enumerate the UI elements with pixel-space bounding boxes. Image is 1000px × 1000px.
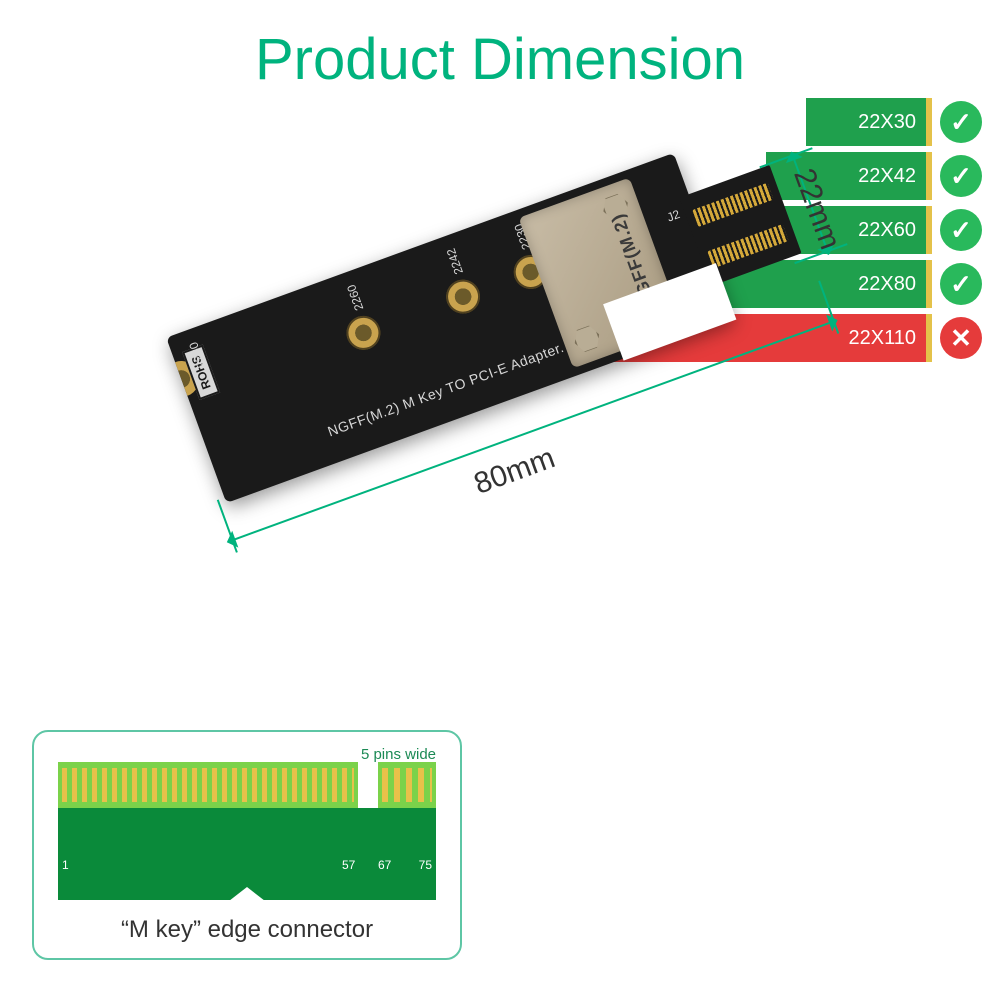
compat-bar-label: 22X30 [858, 111, 916, 134]
mkey-inner: 1 57 67 75 [58, 762, 436, 900]
compat-bar-label: 22X80 [858, 273, 916, 296]
compat-bar-label: 22X42 [858, 165, 916, 188]
pin-1: 1 [62, 858, 69, 872]
hole-2260 [342, 311, 386, 355]
dimension-80mm-label: 80mm [470, 441, 560, 501]
pin-strip-key [378, 762, 436, 808]
mounting-bracket: NGFF(M.2) [518, 178, 684, 369]
hole-2242-label: 2242 [444, 246, 466, 276]
pcb-board: ROHS NGFF(M.2) M Key TO PCI-E Adapter. 2… [166, 153, 734, 503]
pcb-silk-text: NGFF(M.2) M Key TO PCI-E Adapter. [325, 339, 566, 440]
pcb-group: ROHS NGFF(M.2) M Key TO PCI-E Adapter. 2… [166, 153, 734, 503]
check-icon: ✓ [940, 263, 982, 305]
pin-75: 75 [419, 858, 432, 872]
pin-67: 67 [378, 858, 391, 872]
gold-fingers [707, 224, 788, 268]
pins-5-brace-label: 5 pins wide [361, 746, 436, 763]
pin-57: 57 [342, 858, 355, 872]
compat-bar-label: 22X110 [849, 327, 916, 350]
check-icon: ✓ [940, 155, 982, 197]
connector-label-j2: J2 [665, 207, 682, 224]
compat-row: 22X30 ✓ [576, 98, 982, 146]
connector-body: 1 57 67 75 [58, 808, 436, 900]
product-figure: ROHS NGFF(M.2) M Key TO PCI-E Adapter. 2… [120, 180, 780, 740]
connector-label-j1: J1 [687, 267, 704, 284]
check-icon: ✓ [940, 209, 982, 251]
pin-strip-main [58, 762, 358, 808]
compat-bar-22X30: 22X30 [806, 98, 926, 146]
gold-fingers [692, 183, 773, 227]
hole-2242 [441, 275, 485, 319]
compat-bar-label: 22X60 [858, 219, 916, 242]
page-title: Product Dimension [0, 26, 1000, 93]
check-icon: ✓ [940, 101, 982, 143]
cross-icon: ✕ [940, 317, 982, 359]
nut-icon [570, 322, 603, 355]
hole-2260-label: 2260 [344, 283, 366, 313]
mkey-caption: “M key” edge connector [34, 916, 460, 944]
bracket-label: NGFF(M.2) [607, 210, 661, 311]
mkey-diagram: 5 pins wide 1 57 67 75 “M key” edge conn… [32, 730, 462, 960]
